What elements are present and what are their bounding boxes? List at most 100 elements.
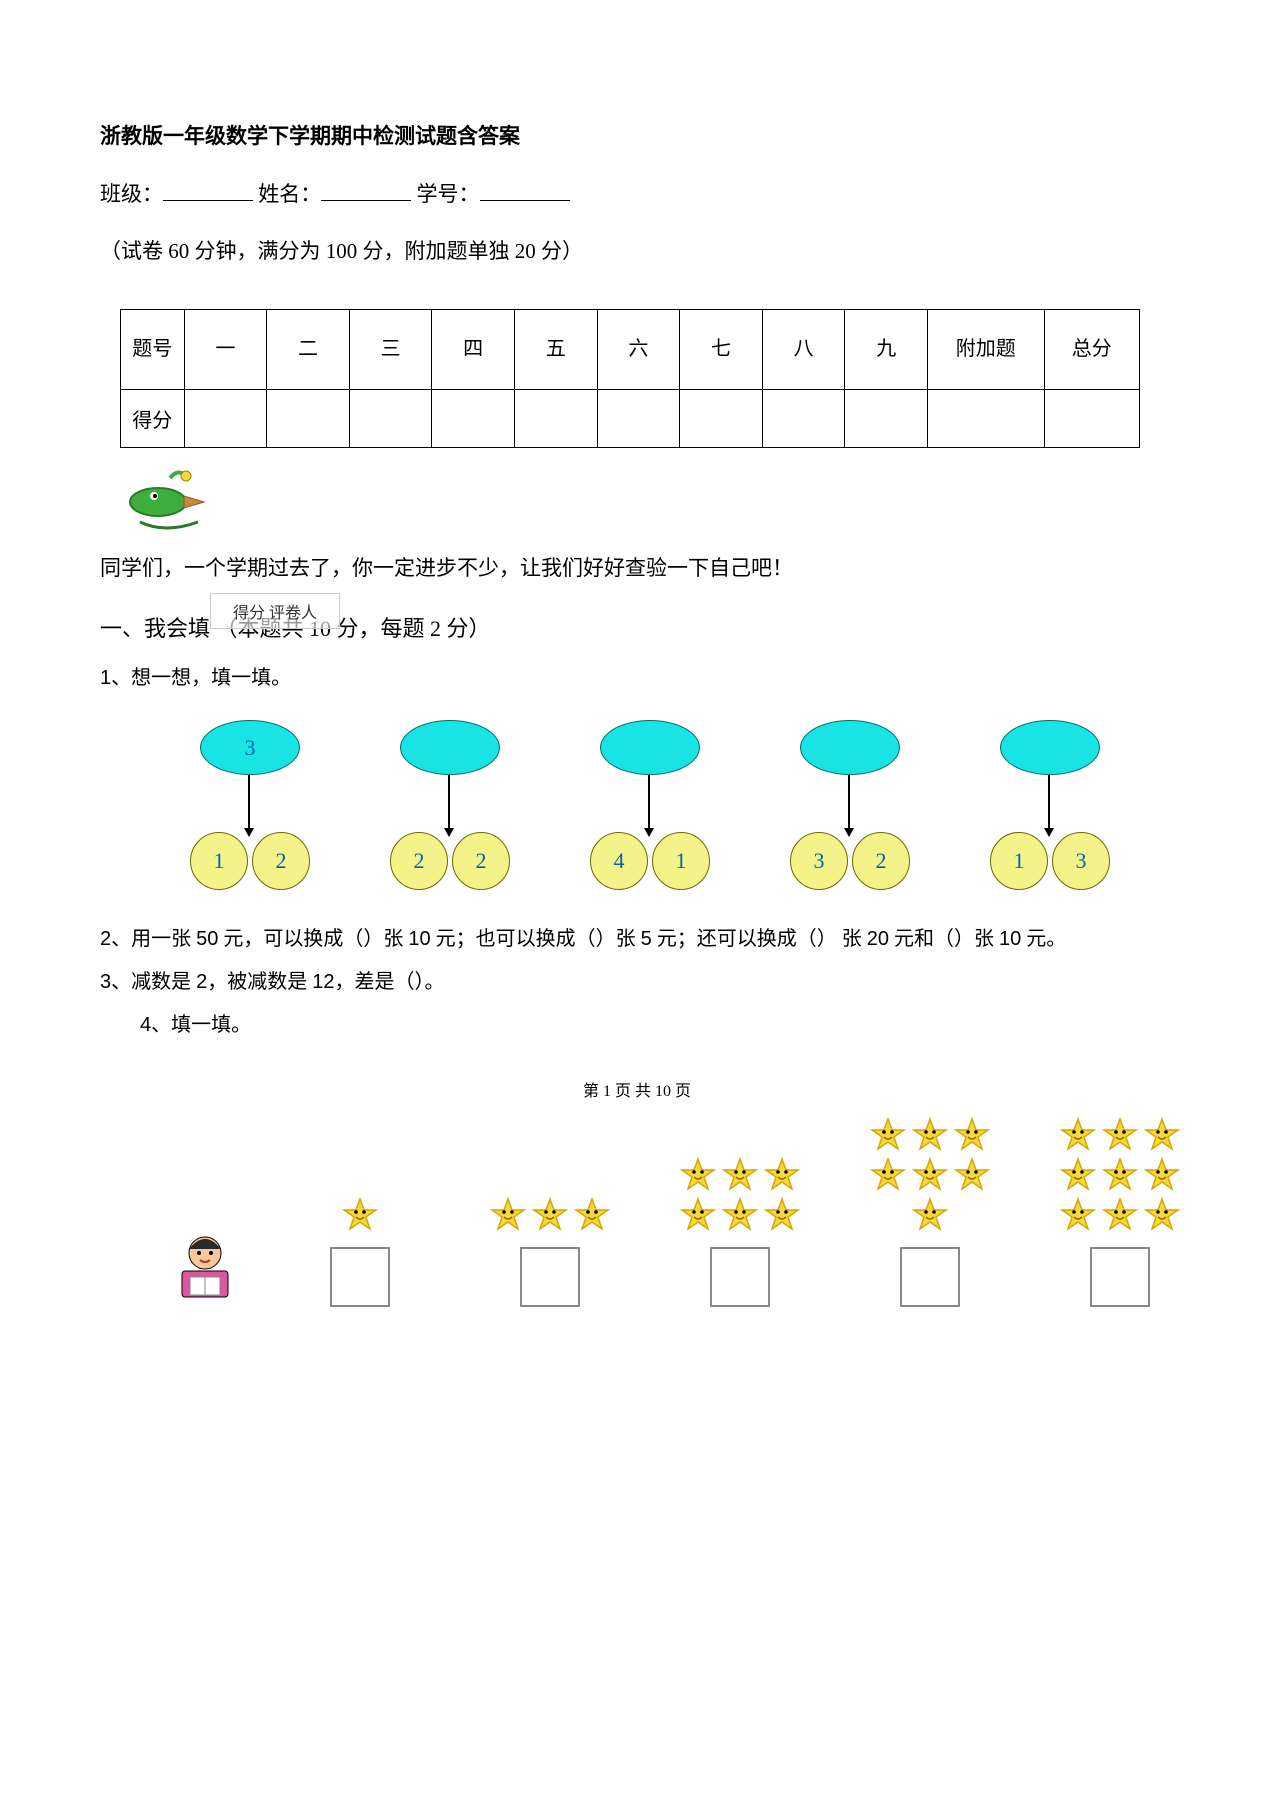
bond-left-circle: 1 <box>190 832 248 890</box>
name-blank[interactable] <box>321 178 411 201</box>
q4-text: 、填一填。 <box>151 1014 251 1036</box>
bond-left-circle: 1 <box>990 832 1048 890</box>
star-group <box>280 1133 440 1307</box>
number-bonds-diagram: 31222413213 <box>160 720 1210 920</box>
star-group <box>660 1133 820 1307</box>
star-icon <box>1144 1197 1180 1233</box>
bond-left-circle: 3 <box>790 832 848 890</box>
star-icon <box>574 1197 610 1233</box>
col-9: 九 <box>845 309 928 389</box>
student-info-line: 班级： 姓名： 学号： <box>100 178 1174 212</box>
star-icon <box>722 1197 758 1233</box>
score-table-header-row: 题号 一 二 三 四 五 六 七 八 九 附加题 总分 <box>121 309 1140 389</box>
star-group <box>470 1133 630 1307</box>
bond-right-circle: 2 <box>852 832 910 890</box>
page-title: 浙教版一年级数学下学期期中检测试题含答案 <box>100 120 1174 154</box>
arrow-down-icon <box>848 775 850 835</box>
col-4: 四 <box>432 309 515 389</box>
row-label-score: 得分 <box>121 389 185 447</box>
class-label: 班级： <box>100 182 163 206</box>
score-cell[interactable] <box>267 389 350 447</box>
number-bond: 32 <box>760 720 940 900</box>
star-icon <box>954 1117 990 1153</box>
bond-left-circle: 2 <box>390 832 448 890</box>
grader-box: 得分 评卷人 <box>210 593 340 629</box>
star-icon <box>1102 1117 1138 1153</box>
score-cell[interactable] <box>680 389 763 447</box>
col-1: 一 <box>184 309 267 389</box>
id-blank[interactable] <box>480 178 570 201</box>
exam-page: 浙教版一年级数学下学期期中检测试题含答案 班级： 姓名： 学号： （试卷 60 … <box>0 0 1274 1804</box>
count-answer-box[interactable] <box>900 1247 960 1307</box>
name-label: 姓名： <box>258 182 321 206</box>
score-cell[interactable] <box>928 389 1045 447</box>
score-table-score-row: 得分 <box>121 389 1140 447</box>
star-icon <box>680 1157 716 1193</box>
star-icon <box>1060 1117 1096 1153</box>
stars-counting-row <box>160 1117 1200 1307</box>
count-answer-box[interactable] <box>1090 1247 1150 1307</box>
q1-text: 、想一想，填一填。 <box>111 667 291 689</box>
star-icon <box>1060 1197 1096 1233</box>
id-label: 学号： <box>417 182 480 206</box>
bond-top-ellipse <box>600 720 700 775</box>
star-icon <box>722 1157 758 1193</box>
col-2: 二 <box>267 309 350 389</box>
count-answer-box[interactable] <box>710 1247 770 1307</box>
number-bond: 41 <box>560 720 740 900</box>
star-icon <box>680 1197 716 1233</box>
star-icon <box>1060 1157 1096 1193</box>
bond-circle-pair: 12 <box>188 832 312 890</box>
bond-right-circle: 1 <box>652 832 710 890</box>
star-icon <box>764 1157 800 1193</box>
star-icon <box>912 1117 948 1153</box>
number-bond: 22 <box>360 720 540 900</box>
score-cell[interactable] <box>184 389 267 447</box>
star-icon <box>912 1157 948 1193</box>
bond-left-circle: 4 <box>590 832 648 890</box>
score-cell[interactable] <box>762 389 845 447</box>
class-blank[interactable] <box>163 178 253 201</box>
q1: 1、想一想，填一填。 <box>100 661 1174 690</box>
score-cell[interactable] <box>845 389 928 447</box>
col-extra: 附加题 <box>928 309 1045 389</box>
star-group <box>1040 1117 1200 1307</box>
star-group <box>850 1117 1010 1307</box>
stars-grid <box>280 1133 440 1233</box>
bond-circle-pair: 32 <box>788 832 912 890</box>
bond-right-circle: 3 <box>1052 832 1110 890</box>
q2-num: 2 <box>100 928 111 950</box>
score-cell[interactable] <box>1044 389 1139 447</box>
score-table: 题号 一 二 三 四 五 六 七 八 九 附加题 总分 得分 <box>120 309 1140 448</box>
star-icon <box>1102 1197 1138 1233</box>
kid-reading-icon <box>160 1227 250 1307</box>
q2: 2、用一张 50 元，可以换成（）张 10 元；也可以换成（）张 5 元；还可以… <box>100 922 1174 951</box>
score-cell[interactable] <box>349 389 432 447</box>
star-icon <box>912 1197 948 1233</box>
score-cell[interactable] <box>432 389 515 447</box>
count-answer-box[interactable] <box>520 1247 580 1307</box>
star-icon <box>1102 1157 1138 1193</box>
stars-grid <box>660 1133 820 1233</box>
number-bond: 13 <box>960 720 1140 900</box>
pencil-mascot-icon <box>120 462 210 532</box>
q1-num: 1 <box>100 667 111 689</box>
col-total: 总分 <box>1044 309 1139 389</box>
number-bond: 312 <box>160 720 340 900</box>
star-icon <box>532 1197 568 1233</box>
arrow-down-icon <box>248 775 250 835</box>
star-icon <box>490 1197 526 1233</box>
star-icon <box>764 1197 800 1233</box>
arrow-down-icon <box>648 775 650 835</box>
score-cell[interactable] <box>597 389 680 447</box>
stars-grid <box>470 1133 630 1233</box>
stars-grid <box>1040 1117 1200 1233</box>
q3: 3、减数是 2，被减数是 12，差是（）。 <box>100 965 1174 994</box>
col-8: 八 <box>762 309 845 389</box>
star-icon <box>342 1197 378 1233</box>
q4-num: 4 <box>140 1014 151 1036</box>
bond-right-circle: 2 <box>252 832 310 890</box>
score-cell[interactable] <box>514 389 597 447</box>
count-answer-box[interactable] <box>330 1247 390 1307</box>
stars-grid <box>850 1117 1010 1233</box>
